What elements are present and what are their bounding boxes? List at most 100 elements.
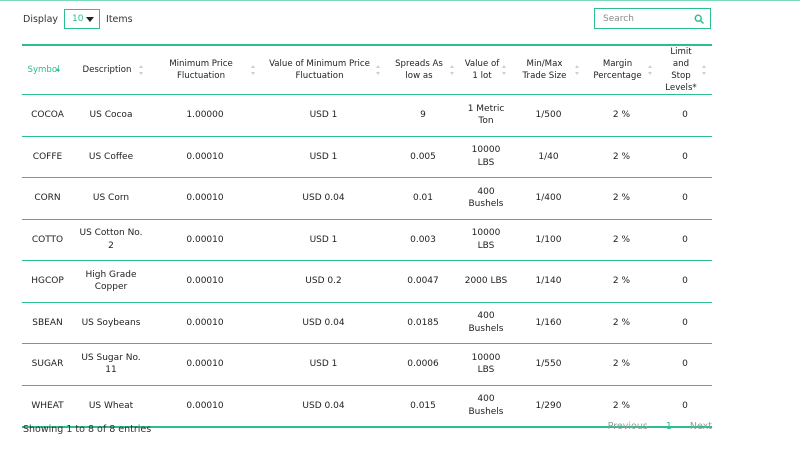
cell-value-min-price-fluctuation: USD 1 — [261, 219, 386, 261]
entries-per-page-select[interactable]: 10 — [64, 9, 101, 29]
search-icon[interactable] — [694, 13, 704, 24]
cell-value-min-price-fluctuation: USD 1 — [261, 136, 386, 178]
cell-spreads: 0.0006 — [386, 343, 460, 386]
cell-description: US Sugar No. 11 — [73, 343, 149, 386]
column-header-min-price-fluctuation[interactable]: Minimum Price Fluctuation — [149, 44, 261, 95]
table-info-text: Showing 1 to 8 of 8 entries — [23, 424, 152, 435]
pagination-next-button[interactable]: Next — [689, 421, 712, 432]
cell-symbol: COTTO — [22, 219, 73, 261]
column-header-trade-size[interactable]: Min/Max Trade Size — [512, 44, 585, 95]
cell-limit-stop: 0 — [658, 385, 712, 428]
cell-min-price-fluctuation: 0.00010 — [149, 136, 261, 178]
cell-trade-size: 1/140 — [512, 260, 585, 303]
table-row: CORN US Corn 0.00010 USD 0.04 0.01 400 B… — [22, 177, 712, 220]
cell-description: US Soybeans — [73, 302, 149, 344]
cell-symbol: CORN — [22, 177, 73, 220]
cell-description: High Grade Copper — [73, 260, 149, 303]
cell-trade-size: 1/290 — [512, 385, 585, 428]
top-border-line — [0, 0, 800, 1]
cell-trade-size: 1/500 — [512, 94, 585, 137]
cell-trade-size: 1/100 — [512, 219, 585, 261]
column-header-label: Margin Percentage — [593, 59, 642, 81]
cell-trade-size: 1/160 — [512, 302, 585, 344]
cell-min-price-fluctuation: 0.00010 — [149, 177, 261, 220]
cell-spreads: 0.003 — [386, 219, 460, 261]
cell-value-min-price-fluctuation: USD 0.04 — [261, 385, 386, 428]
sort-icon — [648, 65, 653, 75]
cell-margin: 2 % — [585, 343, 658, 386]
cell-min-price-fluctuation: 0.00010 — [149, 385, 261, 428]
cell-lot-value: 1 Metric Ton — [460, 94, 512, 137]
column-header-spreads[interactable]: Spreads As low as — [386, 44, 460, 95]
column-header-label: Symbol — [27, 65, 60, 75]
column-header-label: Minimum Price Fluctuation — [169, 59, 233, 81]
sort-ascending-icon — [56, 68, 60, 71]
cell-limit-stop: 0 — [658, 177, 712, 220]
cell-symbol: COCOA — [22, 94, 73, 137]
table-row: COFFE US Coffee 0.00010 USD 1 0.005 1000… — [22, 136, 712, 178]
cell-value-min-price-fluctuation: USD 0.04 — [261, 177, 386, 220]
cell-margin: 2 % — [585, 136, 658, 178]
cell-limit-stop: 0 — [658, 94, 712, 137]
search-input[interactable] — [603, 13, 694, 24]
table-header-row: Symbol Description Minimum Price Fluctua… — [22, 44, 712, 95]
cell-spreads: 0.0047 — [386, 260, 460, 303]
cell-limit-stop: 0 — [658, 136, 712, 178]
cell-spreads: 0.015 — [386, 385, 460, 428]
cell-spreads: 0.01 — [386, 177, 460, 220]
pagination: Previous 1 Next — [608, 421, 712, 432]
sort-icon — [502, 65, 507, 75]
column-header-description[interactable]: Description — [73, 44, 149, 95]
sort-icon — [450, 65, 455, 75]
column-header-label: Description — [82, 65, 132, 75]
cell-value-min-price-fluctuation: USD 1 — [261, 94, 386, 137]
table-row: HGCOP High Grade Copper 0.00010 USD 0.2 … — [22, 260, 712, 303]
cell-margin: 2 % — [585, 219, 658, 261]
cell-lot-value: 10000 LBS — [460, 219, 512, 261]
cell-limit-stop: 0 — [658, 260, 712, 303]
sort-icon — [376, 65, 381, 75]
cell-lot-value: 2000 LBS — [460, 260, 512, 303]
cell-margin: 2 % — [585, 385, 658, 428]
length-prefix-label: Display — [23, 13, 59, 25]
table-row: WHEAT US Wheat 0.00010 USD 0.04 0.015 40… — [22, 385, 712, 428]
cell-min-price-fluctuation: 1.00000 — [149, 94, 261, 137]
sort-icon — [251, 65, 256, 75]
cell-description: US Coffee — [73, 136, 149, 178]
column-header-label: Value of Minimum Price Fluctuation — [269, 59, 370, 81]
column-header-limit-stop[interactable]: Limit and Stop Levels* — [658, 44, 712, 95]
column-header-label: Min/Max Trade Size — [522, 59, 567, 81]
cell-limit-stop: 0 — [658, 302, 712, 344]
sort-icon — [575, 65, 580, 75]
cell-description: US Corn — [73, 177, 149, 220]
cell-description: US Wheat — [73, 385, 149, 428]
table-row: COCOA US Cocoa 1.00000 USD 1 9 1 Metric … — [22, 94, 712, 137]
table-row: SUGAR US Sugar No. 11 0.00010 USD 1 0.00… — [22, 343, 712, 386]
cell-margin: 2 % — [585, 94, 658, 137]
cell-trade-size: 1/550 — [512, 343, 585, 386]
pagination-previous-button[interactable]: Previous — [607, 421, 648, 432]
cell-description: US Cocoa — [73, 94, 149, 137]
cell-lot-value: 10000 LBS — [460, 136, 512, 178]
length-suffix-label: Items — [106, 13, 133, 25]
column-header-symbol[interactable]: Symbol — [22, 44, 73, 95]
sort-icon — [702, 65, 707, 75]
column-header-label: Spreads As low as — [395, 59, 443, 81]
cell-lot-value: 400 Bushels — [460, 302, 512, 344]
cell-min-price-fluctuation: 0.00010 — [149, 343, 261, 386]
cell-min-price-fluctuation: 0.00010 — [149, 302, 261, 344]
cell-min-price-fluctuation: 0.00010 — [149, 260, 261, 303]
search-box — [594, 8, 711, 29]
column-header-margin[interactable]: Margin Percentage — [585, 44, 658, 95]
column-header-lot-value[interactable]: Value of 1 lot — [460, 44, 512, 95]
cell-spreads: 9 — [386, 94, 460, 137]
column-header-value-min-price-fluctuation[interactable]: Value of Minimum Price Fluctuation — [261, 44, 386, 95]
cell-margin: 2 % — [585, 177, 658, 220]
contract-specs-table: Symbol Description Minimum Price Fluctua… — [22, 44, 712, 428]
cell-limit-stop: 0 — [658, 219, 712, 261]
cell-trade-size: 1/40 — [512, 136, 585, 178]
cell-value-min-price-fluctuation: USD 1 — [261, 343, 386, 386]
cell-spreads: 0.0185 — [386, 302, 460, 344]
cell-symbol: SBEAN — [22, 302, 73, 344]
pagination-page-1[interactable]: 1 — [665, 421, 672, 432]
